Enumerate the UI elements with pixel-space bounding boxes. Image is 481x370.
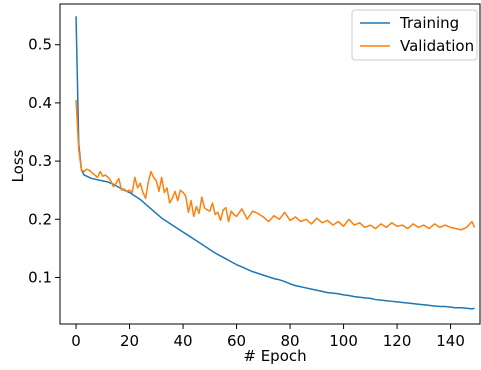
y-tick-label: 0.5 [28,36,52,54]
x-tick-label: 120 [383,332,412,350]
axes: 0 20 40 60 80 100 120 140 0.1 0.2 0.3 0.4 0.5 [28,36,465,350]
plot-border [59,3,481,325]
x-tick-label: 20 [120,332,139,350]
series-line-training [75,16,475,310]
y-tick-label: 0.3 [28,152,52,170]
x-axis-title: # Epoch [243,347,306,365]
x-tick-label: 40 [174,332,193,350]
series-line-validation [75,99,476,231]
x-tick-label: 80 [281,332,300,350]
y-tick-label: 0.4 [28,94,52,112]
x-tick-label: 0 [71,332,81,350]
y-tick-label: 0.1 [28,268,52,286]
y-axis-title: Loss [9,149,27,182]
y-tick-label: 0.2 [28,210,52,228]
series-lines [75,16,476,310]
legend-label-validation: Validation [400,37,474,55]
x-tick-label: 100 [329,332,358,350]
x-tick-label: 140 [436,332,465,350]
legend-label-training: Training [399,14,459,32]
plot-frame [59,3,481,325]
legend: Training Validation [351,9,478,61]
x-tick-label: 60 [227,332,246,350]
